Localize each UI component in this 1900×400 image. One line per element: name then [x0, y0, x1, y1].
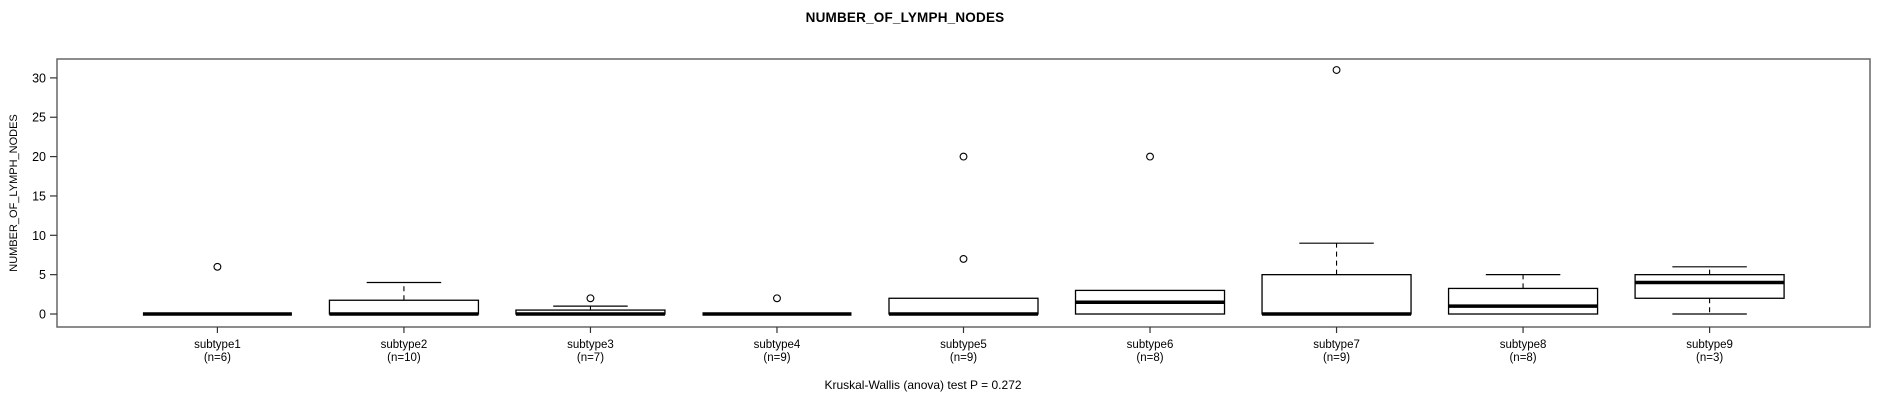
x-axis-label: subtype2 [381, 339, 428, 351]
x-axis-sublabel: (n=9) [950, 352, 977, 364]
x-axis-label: subtype3 [567, 339, 614, 351]
outlier-point [773, 294, 781, 303]
y-axis-title: NUMBER_OF_LYMPH_NODES [8, 114, 20, 272]
stat-test-caption: Kruskal-Wallis (anova) test P = 0.272 [824, 378, 1022, 392]
plot-border [56, 58, 1871, 328]
box-subtype9 [1634, 274, 1785, 299]
x-axis-sublabel: (n=8) [1136, 352, 1163, 364]
x-axis-label: subtype4 [754, 339, 801, 351]
outlier-point [1332, 66, 1341, 74]
y-axis-tick-label: 30 [32, 71, 46, 85]
x-axis-sublabel: (n=9) [1323, 352, 1350, 364]
x-axis-label: subtype7 [1313, 339, 1360, 351]
x-axis-sublabel: (n=6) [204, 352, 231, 364]
x-axis-sublabel: (n=9) [763, 352, 790, 364]
box-subtype7 [1261, 274, 1412, 315]
y-axis-tick-label: 15 [32, 189, 46, 203]
y-axis-tick-label: 10 [32, 229, 46, 243]
x-axis-sublabel: (n=8) [1509, 352, 1536, 364]
x-axis-sublabel: (n=3) [1696, 352, 1723, 364]
outlier-point [586, 294, 595, 303]
x-axis-label: subtype1 [194, 339, 241, 351]
box-subtype8 [1447, 287, 1599, 315]
outlier-point [213, 262, 222, 271]
box-subtype5 [888, 297, 1039, 315]
x-axis-label: subtype9 [1686, 339, 1733, 351]
x-axis-sublabel: (n=10) [387, 352, 421, 364]
outlier-point [959, 152, 968, 161]
y-axis-tick-label: 0 [39, 308, 46, 322]
chart-title: NUMBER_OF_LYMPH_NODES [805, 10, 1005, 25]
x-axis-label: subtype6 [1127, 339, 1174, 351]
outlier-point [959, 254, 968, 263]
box-subtype2 [328, 299, 480, 315]
x-axis-sublabel: (n=7) [577, 352, 604, 364]
y-axis-tick-label: 25 [32, 111, 46, 125]
y-axis-tick-label: 20 [32, 150, 46, 164]
outlier-point [1146, 152, 1154, 161]
y-axis-tick-label: 5 [39, 268, 46, 282]
x-axis-label: subtype8 [1500, 339, 1547, 351]
x-axis-label: subtype5 [940, 339, 987, 351]
